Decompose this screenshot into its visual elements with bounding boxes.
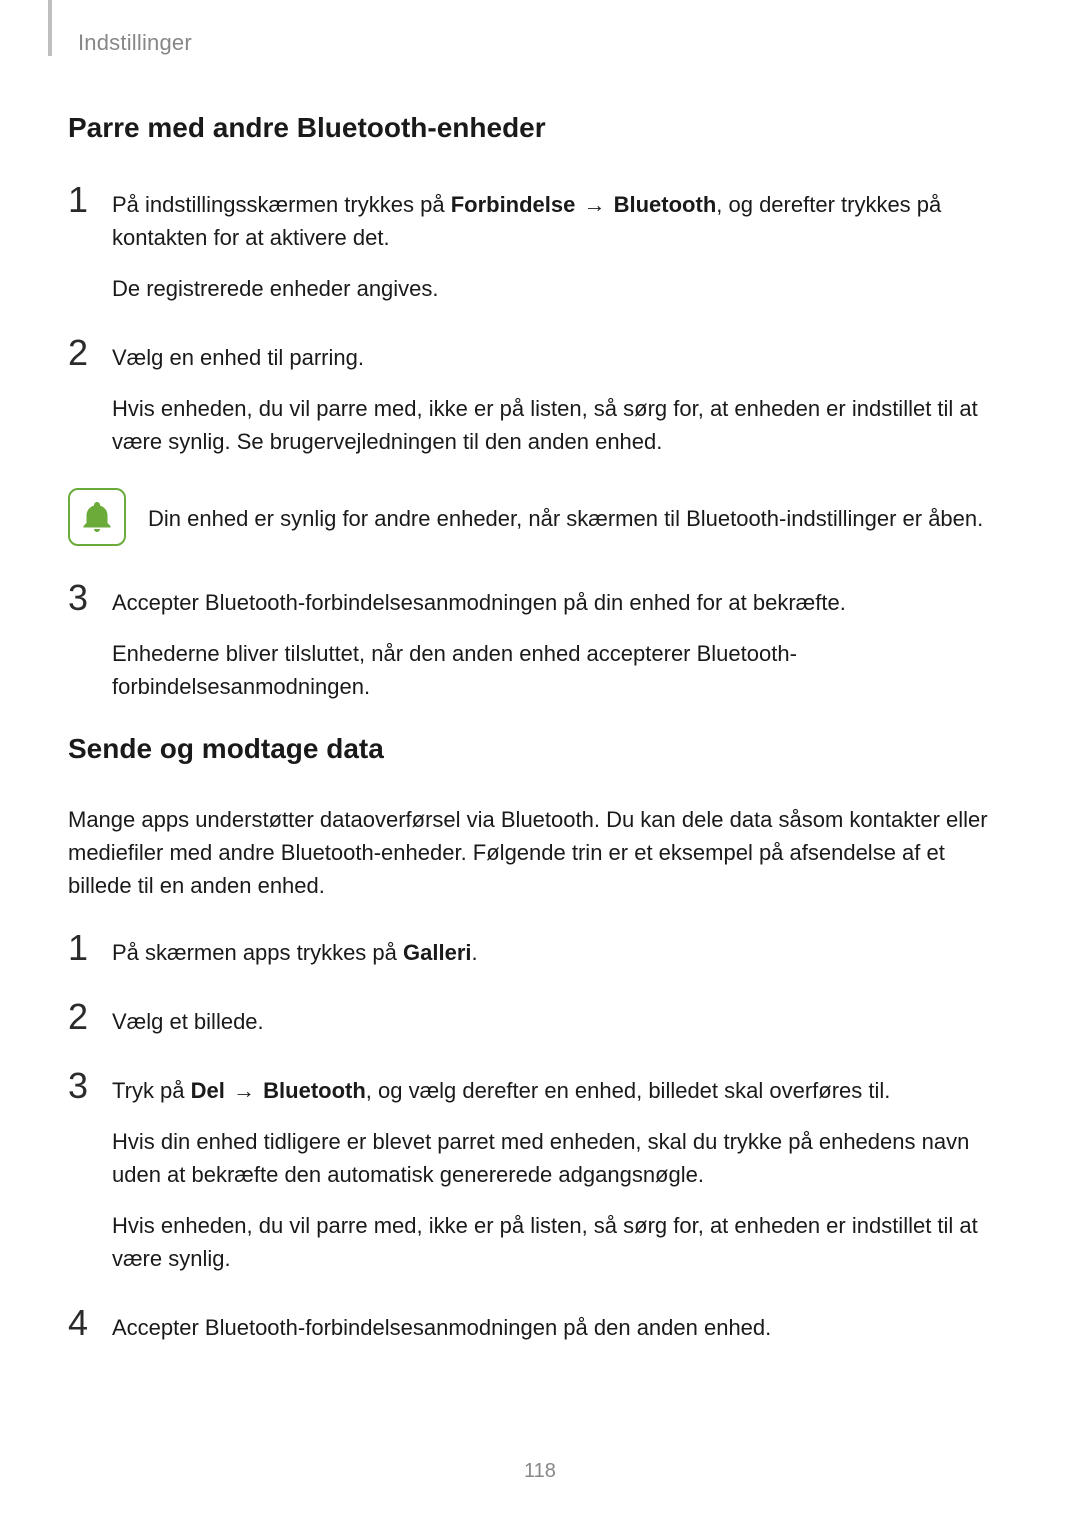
section2-title: Sende og modtage data bbox=[68, 733, 1012, 765]
bold-text: Forbindelse bbox=[451, 192, 576, 217]
header-rule bbox=[48, 0, 52, 56]
step-text: Hvis enheden, du vil parre med, ikke er … bbox=[112, 1209, 1012, 1275]
arrow: → bbox=[575, 192, 613, 217]
step-body: Tryk på Del → Bluetooth, og vælg derefte… bbox=[112, 1068, 1012, 1275]
section1-step3: 3 Accepter Bluetooth-forbindelsesanmodni… bbox=[68, 580, 1012, 703]
section2-step1: 1 På skærmen apps trykkes på Galleri. bbox=[68, 930, 1012, 969]
bold-text: Del bbox=[191, 1078, 225, 1103]
step-text: Hvis enheden, du vil parre med, ikke er … bbox=[112, 392, 1012, 458]
step-text: De registrerede enheder angives. bbox=[112, 272, 1012, 305]
step-text: Hvis din enhed tidligere er blevet parre… bbox=[112, 1125, 1012, 1191]
section1-step2: 2 Vælg en enhed til parring. Hvis enhede… bbox=[68, 335, 1012, 458]
bold-text: Bluetooth bbox=[263, 1078, 366, 1103]
section2-step2: 2 Vælg et billede. bbox=[68, 999, 1012, 1038]
section1-step1: 1 På indstillingsskærmen trykkes på Forb… bbox=[68, 182, 1012, 305]
page-content: Parre med andre Bluetooth-enheder 1 På i… bbox=[68, 112, 1012, 1374]
step-number: 1 bbox=[68, 182, 112, 218]
step-number: 1 bbox=[68, 930, 112, 966]
step-number: 4 bbox=[68, 1305, 112, 1341]
step-text: Vælg en enhed til parring. bbox=[112, 341, 1012, 374]
step-number: 2 bbox=[68, 335, 112, 371]
section2-step4: 4 Accepter Bluetooth-forbindelsesanmodni… bbox=[68, 1305, 1012, 1344]
step-number: 3 bbox=[68, 580, 112, 616]
bell-icon bbox=[79, 499, 115, 535]
step-number: 2 bbox=[68, 999, 112, 1035]
step-number: 3 bbox=[68, 1068, 112, 1104]
step-text: Vælg et billede. bbox=[112, 1005, 1012, 1038]
step-body: På skærmen apps trykkes på Galleri. bbox=[112, 930, 1012, 969]
section1-title: Parre med andre Bluetooth-enheder bbox=[68, 112, 1012, 144]
step-body: Vælg et billede. bbox=[112, 999, 1012, 1038]
step-text: Accepter Bluetooth-forbindelsesanmodning… bbox=[112, 586, 1012, 619]
step-text: Enhederne bliver tilsluttet, når den and… bbox=[112, 637, 1012, 703]
section2-step3: 3 Tryk på Del → Bluetooth, og vælg deref… bbox=[68, 1068, 1012, 1275]
text: . bbox=[472, 940, 478, 965]
section2-intro: Mange apps understøtter dataoverførsel v… bbox=[68, 803, 1012, 902]
step-body: På indstillingsskærmen trykkes på Forbin… bbox=[112, 182, 1012, 305]
text: På skærmen apps trykkes på bbox=[112, 940, 403, 965]
arrow: → bbox=[225, 1078, 263, 1103]
step-body: Accepter Bluetooth-forbindelsesanmodning… bbox=[112, 1305, 1012, 1344]
text: På indstillingsskærmen trykkes på bbox=[112, 192, 451, 217]
note-icon bbox=[68, 488, 126, 546]
header-breadcrumb: Indstillinger bbox=[78, 30, 192, 56]
bold-text: Bluetooth bbox=[614, 192, 717, 217]
step-body: Accepter Bluetooth-forbindelsesanmodning… bbox=[112, 580, 1012, 703]
text: Tryk på bbox=[112, 1078, 191, 1103]
step-text: På skærmen apps trykkes på Galleri. bbox=[112, 936, 1012, 969]
note-callout: Din enhed er synlig for andre enheder, n… bbox=[68, 488, 1012, 546]
step-body: Vælg en enhed til parring. Hvis enheden,… bbox=[112, 335, 1012, 458]
step-text: Accepter Bluetooth-forbindelsesanmodning… bbox=[112, 1311, 1012, 1344]
page-number: 118 bbox=[0, 1460, 1080, 1483]
bold-text: Galleri bbox=[403, 940, 471, 965]
text: , og vælg derefter en enhed, billedet sk… bbox=[366, 1078, 891, 1103]
step-text: På indstillingsskærmen trykkes på Forbin… bbox=[112, 188, 1012, 254]
step-text: Tryk på Del → Bluetooth, og vælg derefte… bbox=[112, 1074, 1012, 1107]
note-text: Din enhed er synlig for andre enheder, n… bbox=[148, 488, 983, 535]
